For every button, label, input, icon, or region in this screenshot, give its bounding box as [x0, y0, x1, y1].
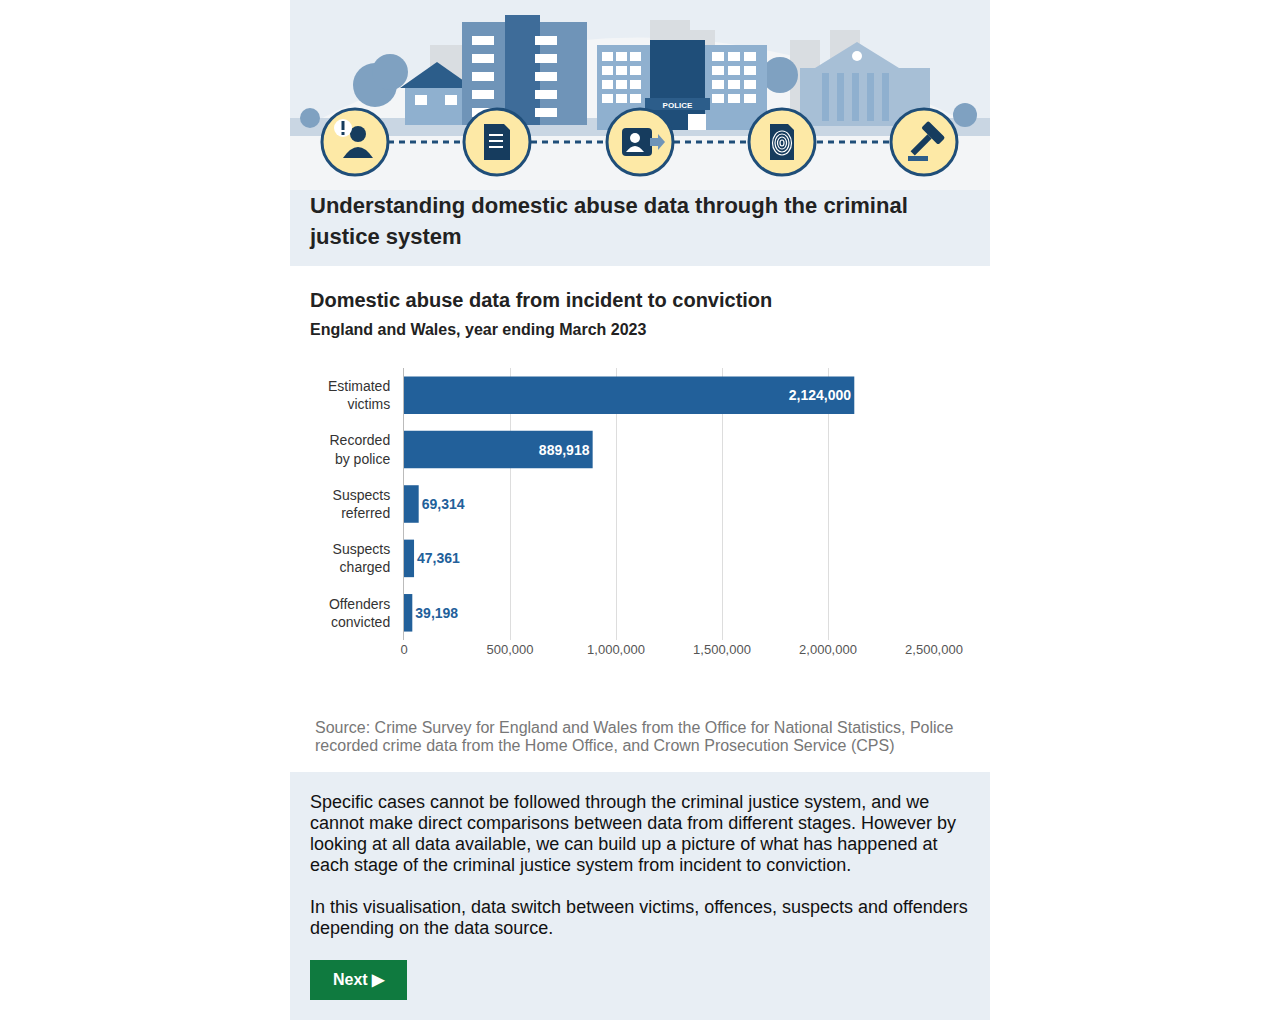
- svg-text:Suspectsreferred: Suspectsreferred: [333, 487, 391, 521]
- svg-text:POLICE: POLICE: [663, 101, 693, 110]
- html-text:Source: Crime Survey for Engla: Source: Crime Survey for England and Wal…: [315, 719, 954, 754]
- svg-text:2,124,000: 2,124,000: [789, 387, 851, 403]
- svg-text:Suspectscharged: Suspectscharged: [333, 541, 391, 575]
- svg-text:2,500,000: 2,500,000: [905, 642, 963, 657]
- svg-text:0: 0: [400, 642, 407, 657]
- html-text:Domestic abuse data from incid: Domestic abuse data from incident to con…: [310, 289, 773, 311]
- html-text:Understanding domestic abuse d: Understanding domestic abuse data throug…: [310, 193, 908, 249]
- svg-text:500,000: 500,000: [487, 642, 534, 657]
- svg-text:Offendersconvicted: Offendersconvicted: [329, 596, 390, 630]
- html-text:England and Wales, year ending: England and Wales, year ending March 202…: [310, 321, 647, 338]
- svg-text:Recordedby police: Recordedby police: [329, 432, 390, 466]
- html-text:Specific cases cannot be follo: Specific cases cannot be followed throug…: [310, 792, 956, 875]
- svg-text:1,000,000: 1,000,000: [587, 642, 645, 657]
- svg-text:889,918: 889,918: [539, 442, 590, 458]
- svg-text:1,500,000: 1,500,000: [693, 642, 751, 657]
- svg-text:47,361: 47,361: [417, 550, 460, 566]
- svg-text:Estimatedvictims: Estimatedvictims: [328, 378, 390, 412]
- svg-text:39,198: 39,198: [415, 605, 458, 621]
- svg-text:2,000,000: 2,000,000: [799, 642, 857, 657]
- svg-text:69,314: 69,314: [422, 496, 465, 512]
- html-text:Next ▶: Next ▶: [332, 971, 385, 988]
- html-text:In this visualisation, data sw: In this visualisation, data switch betwe…: [310, 897, 968, 938]
